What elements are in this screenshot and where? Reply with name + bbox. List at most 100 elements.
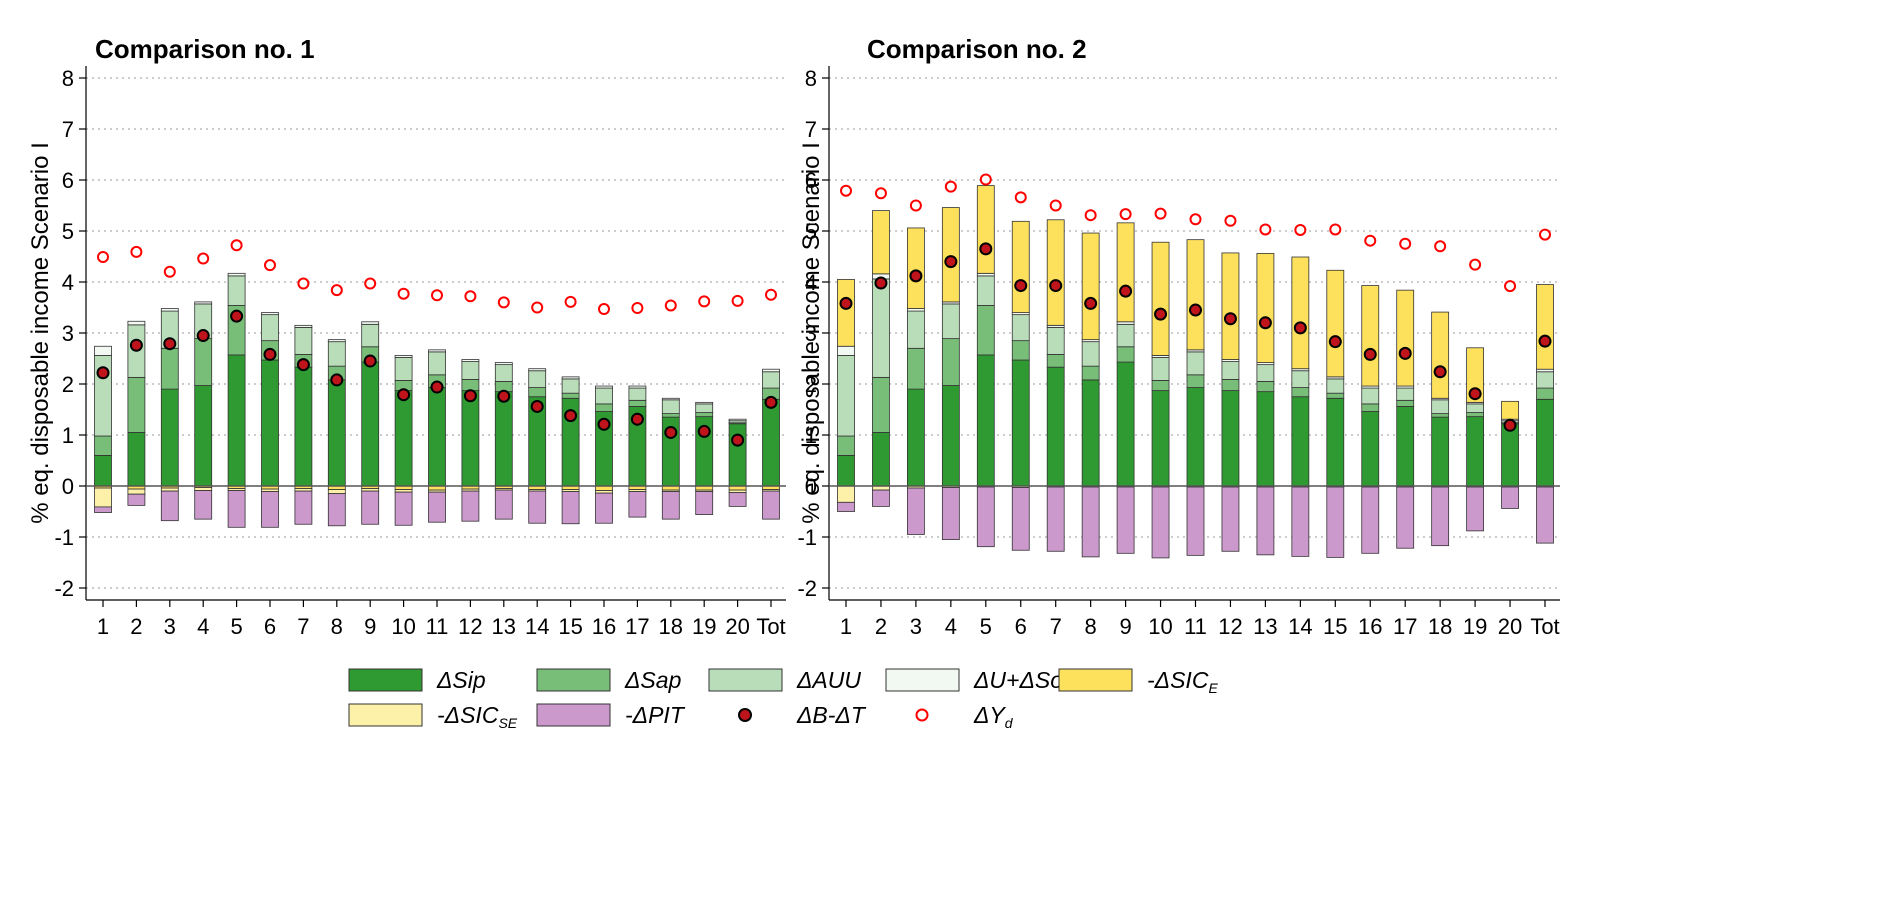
bar-segment (1116, 361, 1135, 487)
bar-segment (394, 357, 413, 381)
bar-segment (941, 303, 960, 340)
marker-point (731, 294, 744, 307)
legend-swatch (348, 703, 423, 727)
bar-segment (1151, 380, 1170, 392)
bar-segment (1431, 416, 1450, 487)
x-tick-label: 10 (1148, 614, 1172, 639)
y-tick-label: -1 (797, 525, 817, 550)
bar-segment (1186, 486, 1205, 556)
marker-point (979, 173, 992, 186)
marker-point (1014, 191, 1027, 204)
x-tick-label: 17 (1393, 614, 1417, 639)
marker-point (631, 302, 644, 315)
marker-point (163, 337, 177, 351)
bar-segment (561, 376, 580, 380)
bar-segment (976, 486, 995, 548)
bar-segment (294, 324, 313, 328)
bar-segment (361, 323, 380, 348)
marker-point (764, 395, 778, 409)
bar-segment (661, 397, 680, 401)
bar-segment (1011, 340, 1030, 361)
bar-segment (227, 272, 246, 277)
marker-point (1504, 280, 1517, 293)
x-tick-label: 12 (458, 614, 482, 639)
bar-segment (1221, 361, 1240, 380)
bar-segment (1291, 256, 1310, 370)
bar-segment (762, 368, 780, 373)
legend-swatch (915, 708, 929, 722)
marker-point (1049, 279, 1063, 293)
bar-segment (294, 326, 313, 355)
marker-point (264, 259, 276, 272)
marker-point (597, 417, 611, 431)
bar-segment (1011, 359, 1030, 487)
bar-segment (94, 435, 112, 456)
bar-segment (595, 387, 613, 405)
legend-label-sub: E (1208, 680, 1218, 696)
bar-segment (1081, 365, 1100, 381)
x-tick-label: 12 (1218, 614, 1242, 639)
bar-segment (1256, 253, 1275, 363)
marker-point (1399, 237, 1412, 250)
marker-point (96, 366, 110, 380)
bar-segment (494, 391, 513, 487)
bar-segment (1326, 269, 1345, 378)
bar-segment (127, 493, 146, 506)
x-tick-label: 6 (264, 614, 276, 639)
bar-segment (1326, 378, 1345, 394)
bar-segment (872, 376, 890, 433)
marker-point (1468, 387, 1482, 401)
bar-segment (261, 359, 279, 487)
x-tick-label: 19 (1463, 614, 1487, 639)
bar-segment (695, 412, 714, 418)
legend-swatch (738, 708, 752, 722)
marker-point (163, 265, 176, 278)
marker-point (765, 288, 777, 301)
legend-label-main: ΔAUU (796, 667, 861, 693)
bar-segment (1151, 390, 1170, 487)
bar-segment (976, 305, 995, 356)
marker-point (531, 301, 544, 314)
bar-segment (1536, 284, 1554, 370)
x-tick-label: 1 (840, 614, 852, 639)
marker-point (909, 269, 923, 283)
x-tick-label: 1 (97, 614, 109, 639)
bar-segment (1186, 239, 1205, 351)
legend-swatch (536, 703, 611, 727)
marker-point (330, 373, 344, 387)
x-tick-label: 5 (230, 614, 242, 639)
bar-segment (1501, 400, 1519, 420)
marker-point (979, 242, 993, 256)
bar-segment (1151, 486, 1170, 559)
x-tick-label: 16 (1358, 614, 1382, 639)
bar-segment (595, 492, 613, 524)
y-tick-label: 6 (805, 168, 817, 193)
y-tick-label: -1 (54, 525, 74, 550)
bar-segment (728, 418, 747, 422)
bar-segment (461, 390, 480, 487)
bar-segment (528, 387, 547, 398)
x-tick-label: 9 (1119, 614, 1131, 639)
legend-label-main: ΔU+ΔSot (973, 667, 1071, 693)
bar-segment (976, 275, 995, 306)
marker-point (598, 303, 610, 316)
bar-segment (261, 312, 279, 316)
x-tick-label: 14 (525, 614, 549, 639)
marker-point (1119, 284, 1133, 298)
y-tick-label: 0 (805, 474, 817, 499)
y-tick-label: 3 (805, 321, 817, 346)
marker-point (697, 424, 711, 438)
x-tick-label: 5 (980, 614, 992, 639)
bar-segment (1361, 285, 1380, 387)
bar-segment (1011, 314, 1030, 342)
bar-segment (907, 227, 925, 309)
bar-segment (94, 345, 112, 356)
bar-segment (561, 392, 580, 399)
marker-point (1084, 296, 1098, 310)
x-tick-label: 7 (297, 614, 309, 639)
bar-segment (1466, 486, 1484, 532)
bar-segment (194, 385, 213, 487)
bar-segment (194, 490, 213, 520)
marker-point (1189, 213, 1202, 226)
marker-point (731, 433, 745, 447)
